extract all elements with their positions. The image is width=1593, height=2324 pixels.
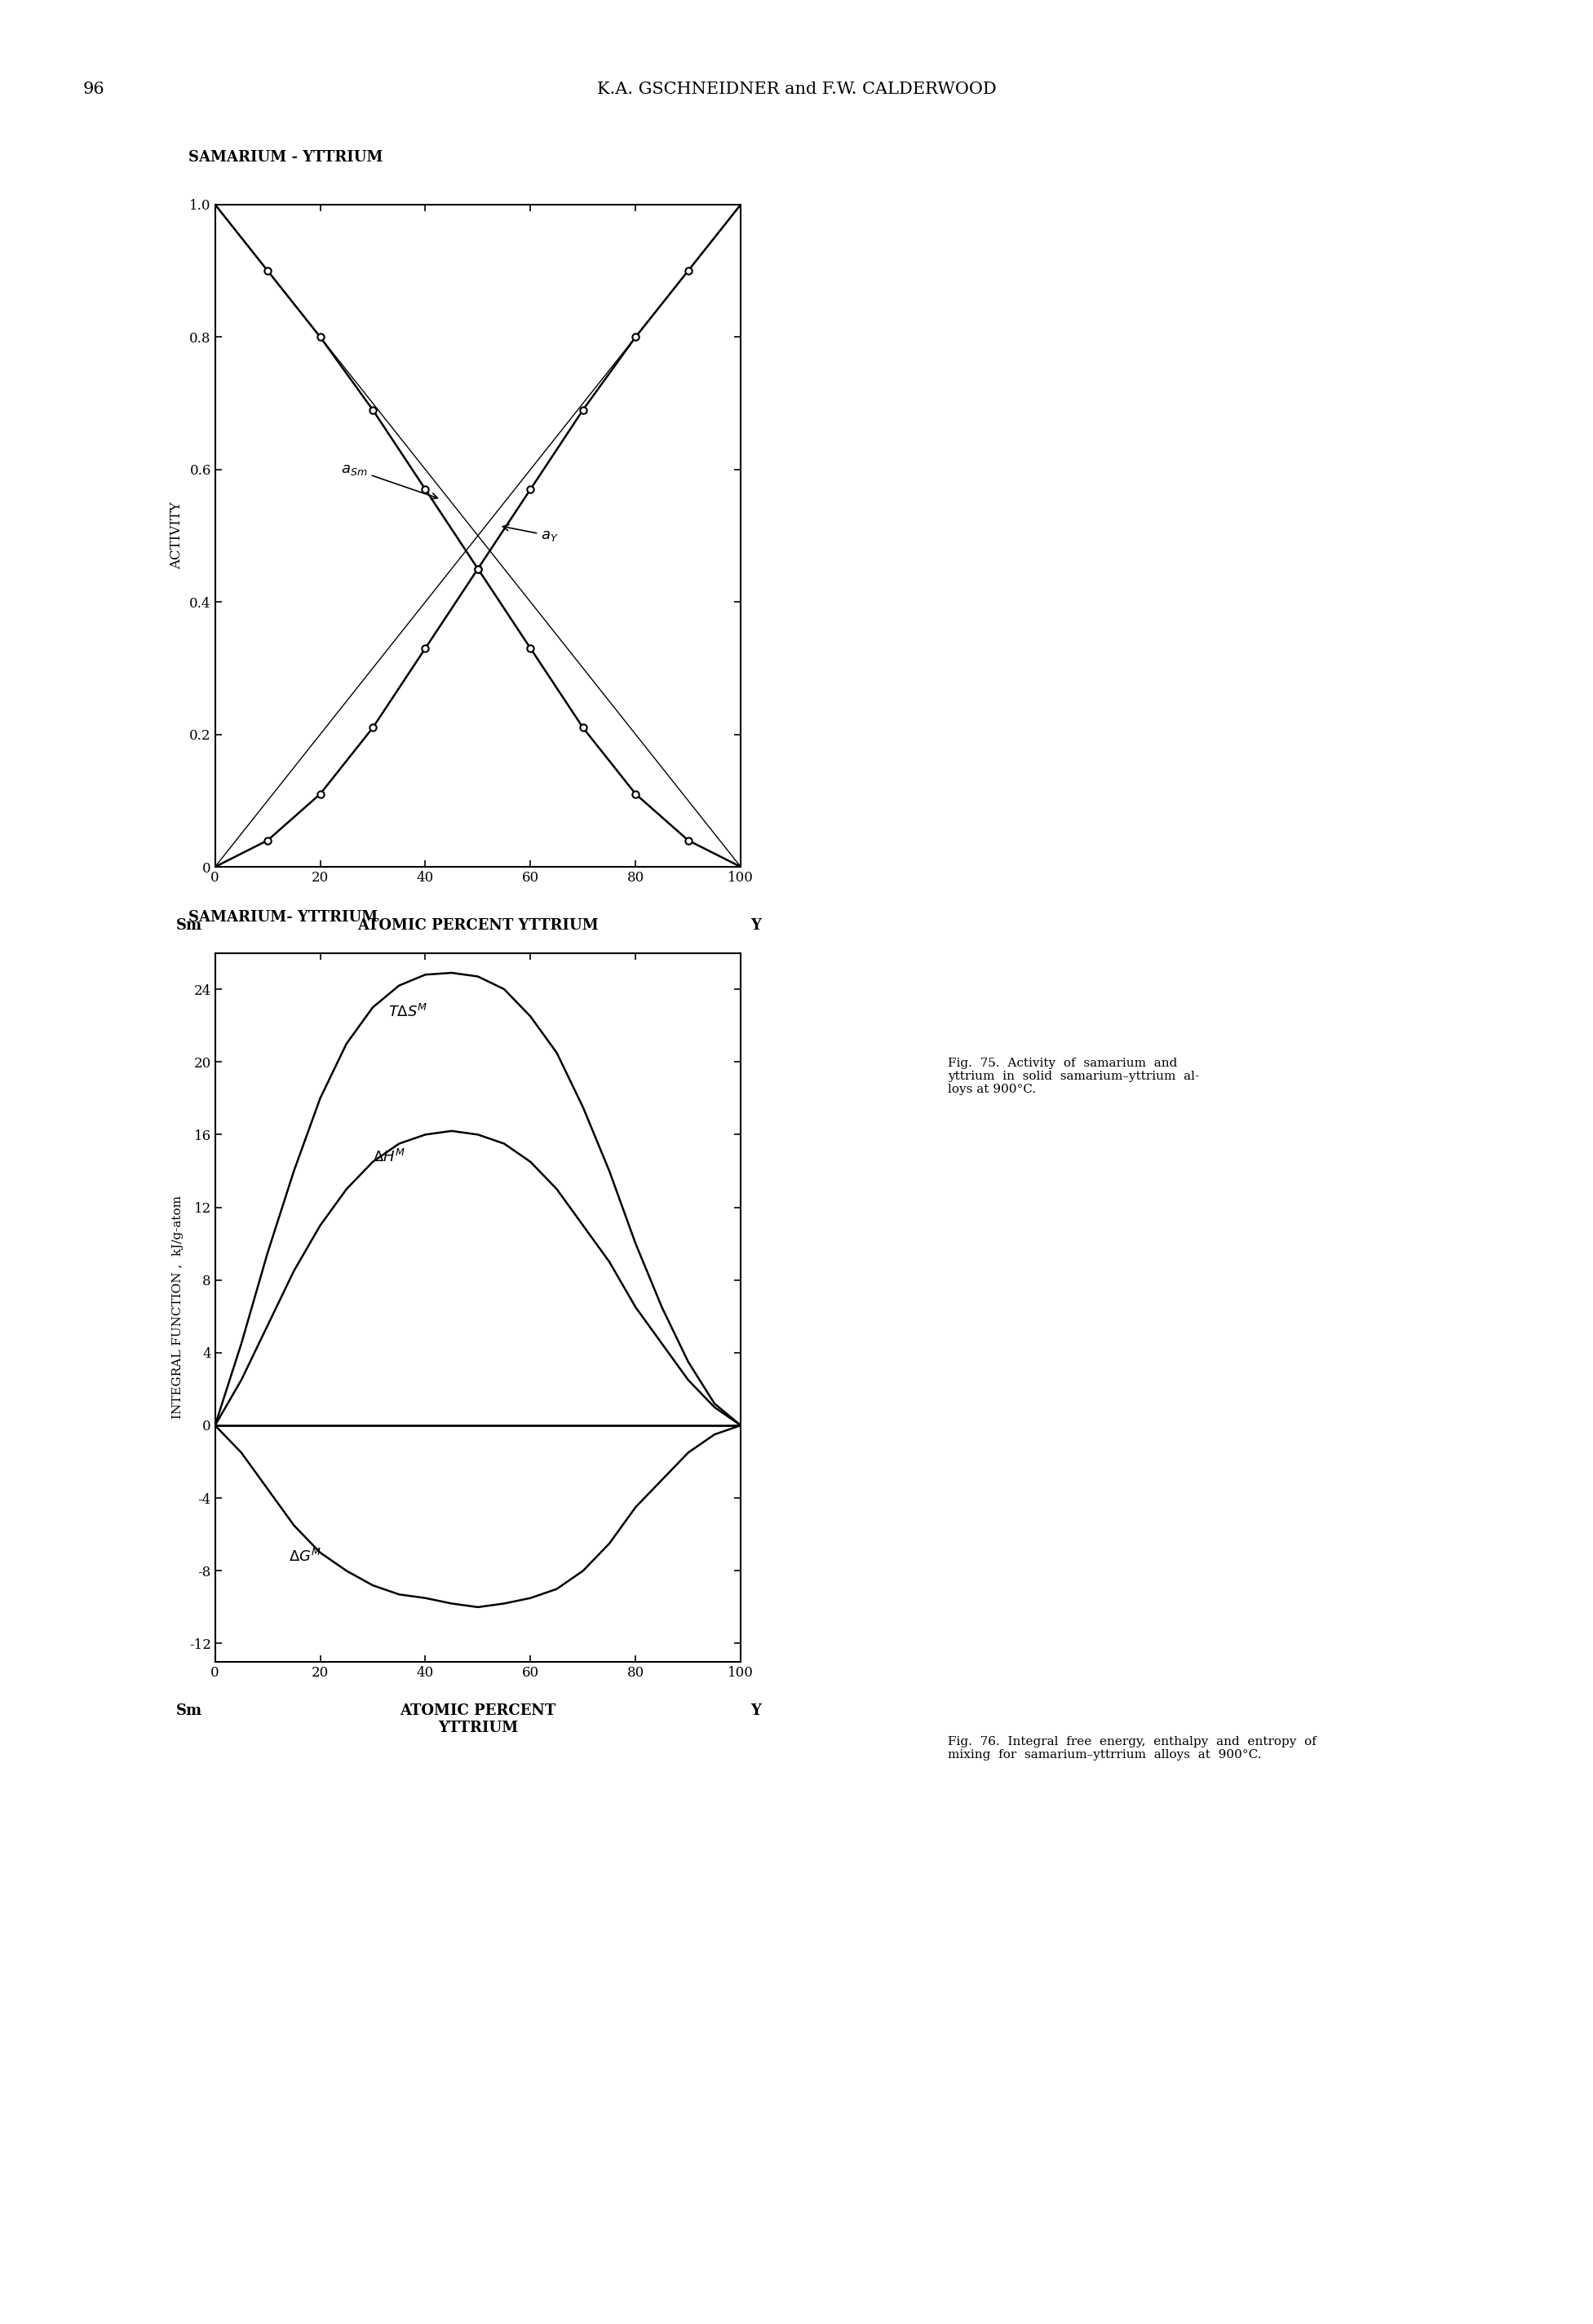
- Text: $\Delta H^M$: $\Delta H^M$: [373, 1148, 405, 1164]
- Text: Fig.  76.  Integral  free  energy,  enthalpy  and  entropy  of
mixing  for  sama: Fig. 76. Integral free energy, enthalpy …: [948, 1736, 1316, 1762]
- Text: 96: 96: [83, 81, 105, 98]
- Text: Sm: Sm: [177, 1703, 202, 1717]
- Text: Sm: Sm: [177, 918, 202, 932]
- Text: ATOMIC PERCENT
YTTRIUM: ATOMIC PERCENT YTTRIUM: [400, 1703, 556, 1736]
- Text: $T\Delta S^M$: $T\Delta S^M$: [389, 1004, 429, 1020]
- Text: $a_{Sm}$: $a_{Sm}$: [341, 462, 438, 500]
- Text: Y: Y: [750, 918, 761, 932]
- Text: Fig.  75.  Activity  of  samarium  and
yttrium  in  solid  samarium–yttrium  al-: Fig. 75. Activity of samarium and yttriu…: [948, 1057, 1200, 1095]
- Text: $a_Y$: $a_Y$: [503, 525, 559, 544]
- Y-axis label: INTEGRAL FUNCTION ,  kJ/g-atom: INTEGRAL FUNCTION , kJ/g-atom: [172, 1195, 183, 1420]
- Text: SAMARIUM - YTTRIUM: SAMARIUM - YTTRIUM: [190, 151, 384, 165]
- Text: Y: Y: [750, 1703, 761, 1717]
- Text: $\Delta G^M$: $\Delta G^M$: [288, 1548, 322, 1564]
- Text: ATOMIC PERCENT YTTRIUM: ATOMIC PERCENT YTTRIUM: [357, 918, 599, 932]
- Text: K.A. GSCHNEIDNER and F.W. CALDERWOOD: K.A. GSCHNEIDNER and F.W. CALDERWOOD: [597, 81, 996, 98]
- Text: SAMARIUM- YTTRIUM: SAMARIUM- YTTRIUM: [190, 909, 378, 925]
- Y-axis label: ACTIVITY: ACTIVITY: [170, 502, 183, 569]
